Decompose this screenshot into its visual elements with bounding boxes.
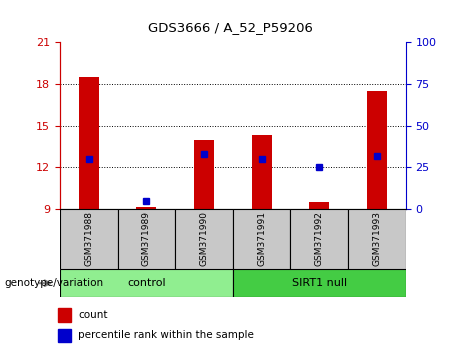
Bar bbox=[175, 209, 233, 269]
Bar bbox=[79, 77, 99, 209]
Bar bbox=[233, 269, 406, 297]
Text: GSM371992: GSM371992 bbox=[315, 211, 324, 267]
Bar bbox=[60, 269, 233, 297]
Text: GSM371988: GSM371988 bbox=[84, 211, 93, 267]
Bar bbox=[233, 209, 290, 269]
Bar bbox=[58, 329, 71, 342]
Bar bbox=[348, 209, 406, 269]
Text: count: count bbox=[78, 310, 108, 320]
Bar bbox=[136, 207, 156, 209]
Text: GSM371993: GSM371993 bbox=[372, 211, 381, 267]
Bar bbox=[290, 209, 348, 269]
Text: control: control bbox=[127, 278, 165, 288]
Bar bbox=[367, 91, 387, 209]
Bar bbox=[118, 209, 175, 269]
Bar bbox=[58, 308, 71, 322]
Text: percentile rank within the sample: percentile rank within the sample bbox=[78, 330, 254, 341]
Text: GSM371989: GSM371989 bbox=[142, 211, 151, 267]
Bar bbox=[194, 139, 214, 209]
Bar bbox=[252, 135, 272, 209]
Text: GSM371990: GSM371990 bbox=[200, 211, 208, 267]
Text: genotype/variation: genotype/variation bbox=[5, 278, 104, 288]
Bar bbox=[60, 209, 118, 269]
Text: GSM371991: GSM371991 bbox=[257, 211, 266, 267]
Text: SIRT1 null: SIRT1 null bbox=[292, 278, 347, 288]
Bar bbox=[309, 202, 329, 209]
Text: GDS3666 / A_52_P59206: GDS3666 / A_52_P59206 bbox=[148, 21, 313, 34]
